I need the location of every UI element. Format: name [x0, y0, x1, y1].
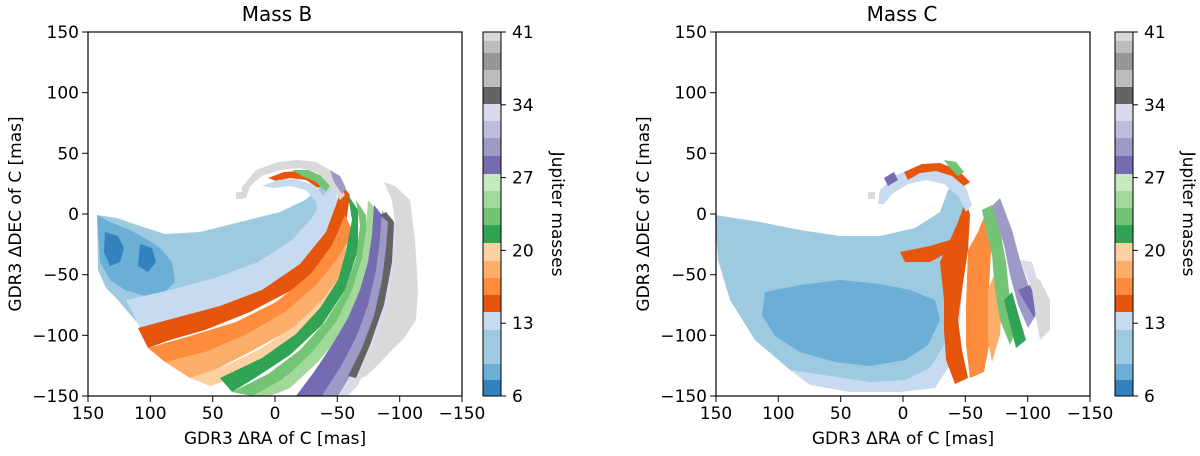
- region-grey-light: [356, 182, 418, 380]
- region-hook-purple: [884, 172, 898, 186]
- region-purple-mid: [322, 210, 388, 396]
- region-blue-mid: [97, 215, 175, 296]
- colorbar-tick-label: 13: [1144, 314, 1166, 334]
- x-axis-label: GDR3 ΔRA of C [mas]: [812, 429, 994, 449]
- region-orange-light: [165, 244, 346, 378]
- colorbar-tick-label: 6: [512, 387, 523, 407]
- y-tick-label: −150: [32, 387, 79, 407]
- colorbar-tick-label: 27: [512, 169, 534, 189]
- y-tick-label: −50: [43, 266, 79, 286]
- colorbar-tick-label: 13: [512, 314, 534, 334]
- x-tick-label: −50: [319, 404, 355, 424]
- region-hook-blue: [878, 168, 972, 212]
- x-tick-label: 150: [72, 404, 104, 424]
- y-tick-label: 50: [685, 144, 707, 164]
- region-green-dark: [1004, 292, 1026, 348]
- y-axis-ticks: [82, 31, 88, 397]
- region-orange-mid: [966, 212, 992, 378]
- region-blue-mid: [762, 280, 940, 366]
- colorbar-tick-label: 6: [1144, 387, 1155, 407]
- x-tick-label: 100: [762, 404, 794, 424]
- y-tick-label: −100: [660, 326, 707, 346]
- colorbar-label: Jupiter masses: [1178, 151, 1198, 277]
- x-tick-labels: 150 100 50 0 −50 −100 −150: [72, 404, 486, 424]
- x-tick-label: 0: [898, 404, 909, 424]
- x-tick-labels: 150 100 50 0 −50 −100 −150: [700, 404, 1114, 424]
- region-pale-blue: [790, 240, 964, 392]
- x-tick-label: 150: [700, 404, 732, 424]
- y-tick-labels: 150 100 50 0 −50 −100 −150: [660, 23, 707, 407]
- y-tick-label: 0: [696, 205, 707, 225]
- heatmap-field: [97, 160, 418, 396]
- y-tick-label: 100: [675, 84, 707, 104]
- x-tick-label: −100: [1004, 404, 1051, 424]
- y-tick-label: −150: [660, 387, 707, 407]
- region-hook-tip: [236, 192, 243, 199]
- region-hook-green: [292, 170, 330, 192]
- y-tick-label: 50: [57, 144, 79, 164]
- x-tick-label: 0: [270, 404, 281, 424]
- y-axis-ticks: [710, 31, 716, 397]
- chart-title: Mass C: [867, 2, 938, 26]
- x-tick-label: −150: [439, 404, 486, 424]
- x-tick-label: −150: [1067, 404, 1114, 424]
- colorbar-tick-label: 20: [512, 241, 534, 261]
- region-green-light: [252, 200, 376, 396]
- chart-title: Mass B: [242, 2, 312, 26]
- y-axis-label: GDR3 ΔDEC of C [mas]: [634, 116, 654, 311]
- y-tick-label: 150: [675, 23, 707, 43]
- x-tick-label: 50: [202, 404, 224, 424]
- colorbar-tick-label: 20: [1144, 241, 1166, 261]
- region-hook-tip: [868, 192, 875, 199]
- region-grey-dark: [348, 212, 394, 378]
- region-grey-light: [1030, 275, 1050, 340]
- y-tick-label: 150: [47, 23, 79, 43]
- x-axis-ticks: [87, 396, 463, 402]
- x-tick-label: −100: [376, 404, 423, 424]
- region-green-dark: [220, 195, 358, 392]
- x-tick-label: 100: [134, 404, 166, 424]
- x-tick-label: −50: [947, 404, 983, 424]
- colorbar: 41 34 27 20 13 6 Jupiter masses: [482, 23, 567, 407]
- region-orange-dark: [900, 240, 952, 262]
- y-tick-label: −50: [671, 266, 707, 286]
- region-hook-blue: [262, 179, 326, 218]
- y-tick-label: 100: [47, 84, 79, 104]
- region-blue-dark: [104, 232, 124, 266]
- region-hook-green: [944, 160, 964, 176]
- x-axis-ticks: [715, 396, 1091, 402]
- region-purple-dark: [296, 205, 382, 396]
- panel-mass-c: Mass C: [634, 2, 1198, 449]
- colorbar-label: Jupiter masses: [547, 151, 567, 277]
- panel-mass-b: Mass B: [6, 2, 567, 449]
- colorbar-tick-label: 34: [512, 96, 534, 116]
- colorbar-tick-label: 41: [1144, 23, 1166, 43]
- y-tick-labels: 150 100 50 0 −50 −100 −150: [32, 23, 79, 407]
- y-axis-label: GDR3 ΔDEC of C [mas]: [6, 116, 26, 311]
- region-pale-blue: [126, 175, 340, 328]
- x-axis-label: GDR3 ΔRA of C [mas]: [184, 429, 366, 449]
- heatmap-field: [715, 160, 1050, 392]
- region-orange-dark: [138, 185, 350, 348]
- region-green-mid: [232, 200, 368, 396]
- colorbar-tick-label: 34: [1144, 96, 1166, 116]
- region-hook-grey: [242, 160, 345, 200]
- colorbar-tick-label: 41: [512, 23, 534, 43]
- region-blue-dark: [138, 244, 156, 272]
- colorbar-tick-label: 27: [1144, 169, 1166, 189]
- x-tick-label: 50: [830, 404, 852, 424]
- y-tick-label: 0: [68, 205, 79, 225]
- colorbar: 41 34 27 20 13 6 Jupiter masses: [1114, 23, 1198, 407]
- y-tick-label: −100: [32, 326, 79, 346]
- region-hook-purple: [330, 170, 346, 194]
